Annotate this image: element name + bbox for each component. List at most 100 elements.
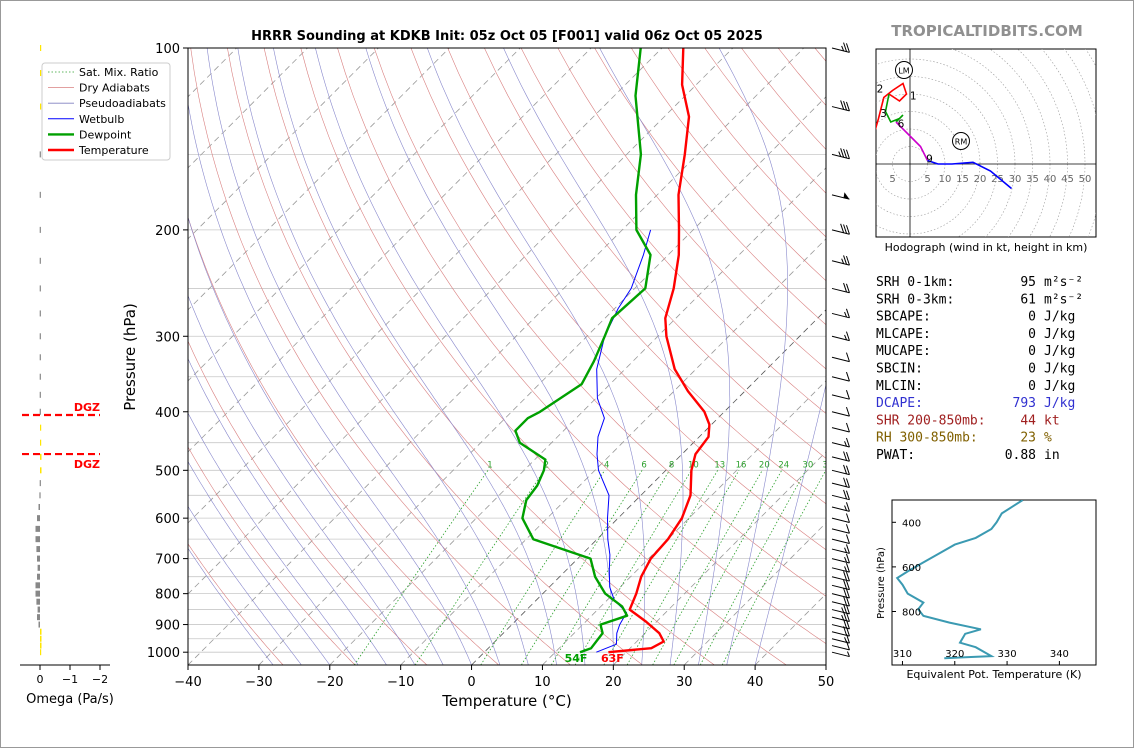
hodograph-ring-label: 5: [924, 174, 930, 185]
omega-bar: [40, 424, 42, 431]
pseudoadiabat-line: [754, 383, 826, 665]
theta-e-x-tick-label: 330: [998, 649, 1017, 660]
hodograph-height-label: 3: [880, 108, 887, 120]
wind-barb-full: [843, 619, 848, 629]
stat-label: SBCAPE:: [876, 310, 931, 325]
x-tick-label: −20: [316, 675, 343, 690]
wind-barb-full: [843, 611, 848, 621]
pseudoadiabat-line: [206, 48, 501, 665]
mixing-ratio-label: 4: [604, 460, 609, 470]
omega-bar: [39, 373, 41, 380]
wind-barb: [831, 42, 850, 53]
pseudoadiabat-line: [188, 294, 416, 665]
wind-barb-flag: [843, 192, 850, 200]
pseudoadiabat-line: [237, 48, 529, 665]
stat-label: RH 300-850mb:: [876, 431, 978, 446]
wind-barb: [831, 524, 850, 534]
mixing-ratio-label: 20: [759, 460, 770, 470]
stat-unit: m²s⁻²: [1044, 275, 1083, 290]
omega-bar: [35, 525, 40, 532]
x-tick-label: 10: [534, 675, 551, 690]
pseudoadiabat-line: [599, 48, 731, 665]
mixing-ratio-label: 30: [802, 460, 813, 470]
stat-label: DCAPE:: [876, 396, 923, 411]
pseudoadiabat-line: [273, 48, 557, 665]
surface-temperature-label: 63F: [601, 652, 624, 665]
wind-barb-full: [845, 422, 850, 433]
y-tick-label: 600: [155, 512, 180, 527]
omega-tick-label: −1: [62, 673, 78, 686]
wind-barb-staff: [831, 411, 850, 417]
wind-barb-staff: [831, 427, 850, 433]
pseudoadiabat-line: [188, 547, 274, 665]
wind-barb-full: [845, 490, 850, 500]
wind-barb: [831, 390, 850, 400]
omega-bar: [40, 635, 42, 642]
hodograph-height-label: 9: [926, 154, 933, 166]
stat-label: MLCAPE:: [876, 327, 931, 342]
hodograph-ring-label: 40: [1044, 174, 1057, 185]
pseudoadiabat-line: [427, 48, 646, 665]
stat-label: MUCAPE:: [876, 344, 931, 359]
wind-barb-staff: [831, 567, 850, 573]
wind-barb-staff: [831, 651, 850, 658]
wind-barb-staff: [831, 506, 850, 512]
wind-barb-full: [840, 223, 845, 233]
wind-barb-half: [841, 614, 845, 621]
wind-barb-full: [845, 544, 850, 554]
mixing-ratio-line: [521, 470, 643, 665]
skew-t-xlabel: Temperature (°C): [441, 692, 571, 710]
wind-barb: [831, 406, 850, 417]
theta-e-x-tick-label: 340: [1050, 649, 1069, 660]
wind-barb-full: [845, 390, 850, 400]
omega-bar: [39, 191, 41, 198]
stat-unit: %: [1044, 431, 1052, 446]
theta-e-panel: 310 320 330 340 400 600 800: [891, 499, 1097, 666]
hodograph-trace: [895, 121, 929, 161]
stat-value: 0: [1028, 362, 1036, 377]
wind-barb: [831, 579, 850, 591]
wind-barb-full: [845, 331, 850, 341]
wind-barb-full: [845, 225, 850, 235]
hodograph-ring-label: 25: [991, 174, 1004, 185]
omega-bar: [39, 391, 41, 398]
x-tick-label: −10: [387, 675, 414, 690]
mixing-ratio-line: [673, 470, 783, 665]
omega-bar: [39, 354, 41, 361]
stat-unit: J/kg: [1044, 396, 1075, 411]
wind-barb-full: [845, 149, 850, 159]
wind-barb: [831, 352, 850, 363]
y-tick-label: 200: [155, 224, 180, 239]
wind-barb-full: [845, 619, 850, 630]
dry-adiabat-line: [557, 48, 826, 370]
wind-barb-half: [844, 334, 848, 341]
omega-bar: [35, 590, 40, 597]
isotherm-line: [188, 48, 663, 524]
x-tick-label: 0: [467, 675, 475, 690]
x-tick-label: −30: [245, 675, 272, 690]
wind-barb-staff: [831, 229, 850, 235]
skew-t-chart: 1 2 4 6 8 10 13 16 20 24 30 36 54F 63F −40 −30 −20 −10 0…: [41, 29, 850, 710]
omega-bar: [40, 103, 42, 110]
isotherm-line: [188, 48, 521, 382]
stat-unit: J/kg: [1044, 362, 1075, 377]
theta-e-ylabel: Pressure (hPa): [876, 547, 887, 619]
wind-barb: [831, 255, 850, 266]
isotherm-line: [188, 48, 592, 453]
hodograph-lm-label: LM: [898, 67, 909, 76]
wind-barb-staff: [831, 356, 850, 363]
wind-barb-full: [845, 465, 850, 475]
wind-barb-staff: [831, 584, 850, 591]
mixing-ratio-label: 36: [822, 460, 833, 470]
mixing-ratio-line: [550, 470, 670, 665]
dgz-label: DGZ: [74, 458, 100, 471]
isotherm-line: [329, 167, 826, 665]
omega-bar: [39, 480, 41, 487]
wind-barb: [831, 464, 850, 476]
wind-barb: [831, 611, 850, 622]
wind-barb: [831, 192, 850, 200]
wind-barb-staff: [831, 538, 850, 544]
wind-barb-staff: [831, 494, 850, 501]
omega-tick-label: −2: [92, 673, 108, 686]
omega-bar: [37, 606, 40, 613]
